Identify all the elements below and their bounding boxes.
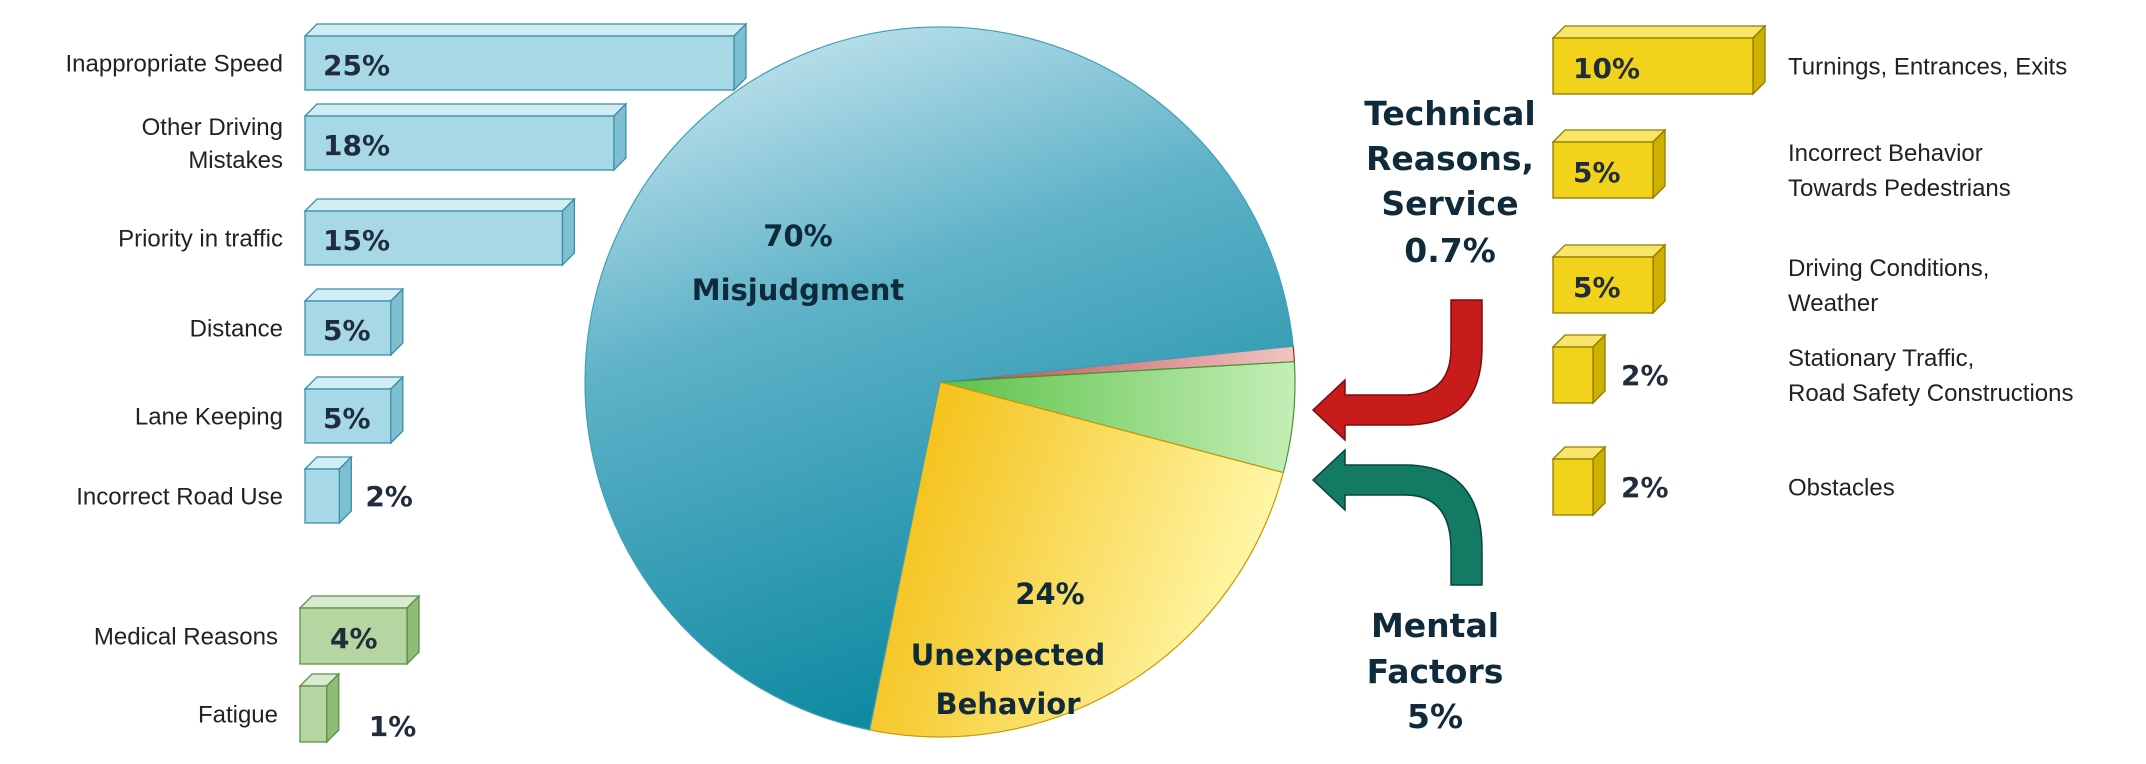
category-label: Driving Conditions, (1788, 255, 1989, 282)
category-label: Towards Pedestrians (1788, 175, 2011, 202)
category-label: Incorrect Behavior (1788, 140, 1983, 167)
unexpected-behavior-breakdown: Turnings, Entrances, Exits 10% Incorrect B… (1551, 24, 2073, 517)
value-label: 2% (1621, 471, 1669, 504)
pie-label-unexpected-name-1: Unexpected (911, 638, 1105, 672)
bar-driving-conditions-weather (1551, 243, 1667, 315)
value-label: 5% (323, 314, 371, 347)
category-label: Road Safety Constructions (1788, 380, 2073, 407)
value-label: 2% (365, 480, 413, 513)
technical-arrow-icon (1311, 299, 1483, 442)
category-label: Stationary Traffic, (1788, 345, 1974, 372)
category-label: Mistakes (188, 147, 283, 174)
mental-arrow-icon (1311, 448, 1483, 586)
category-label: Weather (1788, 290, 1878, 317)
bar-inappropriate-speed (303, 22, 748, 92)
value-label: 10% (1573, 52, 1640, 85)
pie-slice-misjudgment (584, 26, 1294, 731)
mental-label-pct: 5% (1407, 697, 1463, 736)
pie-slice-unexpected-behavior (868, 381, 1285, 738)
value-label: 1% (369, 710, 417, 743)
bar-other-driving-mistakes (303, 102, 628, 172)
category-label: Turnings, Entrances, Exits (1788, 53, 2067, 80)
bar-distance (303, 287, 405, 357)
category-label: Obstacles (1788, 474, 1895, 501)
category-label: Priority in traffic (118, 225, 283, 252)
bar-priority-in-traffic (303, 197, 576, 267)
misjudgment-breakdown: Inappropriate Speed 25% Other Driving Mista… (66, 22, 748, 525)
bar-incorrect-behavior-towards-pedestrians (1551, 128, 1667, 200)
value-label: 5% (1573, 156, 1621, 189)
pie-label-misjudgment-pct: 70% (763, 219, 832, 253)
mental-factors-breakdown: Medical Reasons 4% Fatigue 1% (94, 594, 421, 744)
bar-turnings-entrances-exits (1551, 24, 1767, 96)
mental-label-2: Factors (1367, 652, 1504, 691)
bar-incorrect-road-use (303, 455, 353, 525)
value-label: 15% (323, 224, 390, 257)
technical-label-2: Reasons, (1366, 139, 1534, 178)
bar-obstacles (1551, 445, 1607, 517)
value-label: 5% (1573, 271, 1621, 304)
category-label: Inappropriate Speed (66, 50, 284, 77)
category-label: Fatigue (198, 701, 278, 728)
value-label: 5% (323, 402, 371, 435)
category-label: Incorrect Road Use (76, 483, 283, 510)
category-label: Lane Keeping (135, 403, 283, 430)
mental-label-1: Mental (1371, 606, 1499, 645)
category-label: Distance (190, 315, 283, 342)
pie-label-unexpected-name-2: Behavior (935, 687, 1081, 721)
category-label: Other Driving (142, 114, 283, 141)
value-label: 4% (330, 622, 378, 655)
pie-chart (584, 26, 1296, 738)
bar-stationary-traffic-road-safety-constructions (1551, 333, 1607, 405)
bar-lane-keeping (303, 375, 405, 445)
pie-labels: 70% Misjudgment 24% Unexpected Behavior (692, 219, 1106, 721)
pie-label-unexpected-pct: 24% (1015, 577, 1084, 611)
bar-medical-reasons (298, 594, 421, 666)
technical-label-3: Service (1381, 184, 1518, 223)
bar-fatigue (298, 672, 341, 744)
value-label: 2% (1621, 359, 1669, 392)
category-label: Medical Reasons (94, 623, 278, 650)
technical-label-pct: 0.7% (1404, 231, 1496, 270)
technical-reasons-callout: Technical Reasons, Service 0.7% (1311, 94, 1536, 442)
pie-label-misjudgment-name: Misjudgment (692, 273, 905, 307)
technical-label-1: Technical (1364, 94, 1536, 133)
value-label: 18% (323, 129, 390, 162)
mental-factors-callout: Mental Factors 5% (1311, 448, 1504, 736)
value-label: 25% (323, 49, 390, 82)
